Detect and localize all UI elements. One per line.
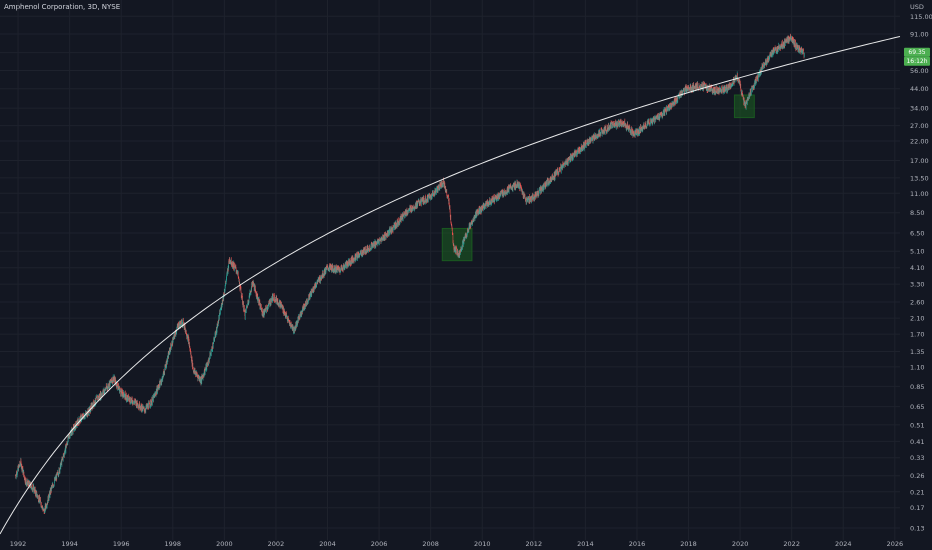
y-tick-label: 5.10 <box>910 248 924 256</box>
y-tick-label: 0.17 <box>910 504 924 512</box>
trend-curve <box>0 35 901 535</box>
y-tick-label: 8.50 <box>910 209 924 217</box>
grid <box>0 0 900 540</box>
y-tick-label: 0.65 <box>910 403 924 411</box>
y-tick-label: 3.30 <box>910 281 924 289</box>
y-tick-label: 4.10 <box>910 264 924 272</box>
y-tick-label: 0.51 <box>910 421 924 429</box>
x-tick-label: 2020 <box>732 540 749 548</box>
price-tags: 69.35 16:12h <box>904 47 930 66</box>
x-tick-label: 2014 <box>577 540 594 548</box>
x-tick-label: 2012 <box>526 540 543 548</box>
y-tick-label: 6.50 <box>910 229 924 237</box>
y-tick-label: 2.10 <box>910 315 924 323</box>
y-tick-label: 13.50 <box>910 174 929 182</box>
y-tick-label: 0.33 <box>910 454 924 462</box>
x-tick-label: 2010 <box>474 540 491 548</box>
y-tick-label: 0.41 <box>910 438 924 446</box>
x-tick-label: 2004 <box>319 540 336 548</box>
x-tick-label: 1992 <box>10 540 27 548</box>
time-axis[interactable]: 1992 1994 1996 1998 2000 2002 2004 2006 2008 2010… <box>10 540 903 548</box>
y-tick-label: 17.00 <box>910 157 929 165</box>
price-tag-label: 16:12h <box>906 58 927 65</box>
y-tick-label: 0.13 <box>910 524 924 532</box>
y-tick-label: 34.00 <box>910 105 929 113</box>
y-tick-label: 2.60 <box>910 299 924 307</box>
y-tick-label: 27.00 <box>910 122 929 130</box>
x-tick-label: 2008 <box>422 540 439 548</box>
x-tick-label: 2000 <box>216 540 233 548</box>
x-tick-label: 2016 <box>629 540 646 548</box>
x-tick-label: 1998 <box>165 540 182 548</box>
y-tick-label: 1.35 <box>910 348 924 356</box>
y-tick-label: 115.00 <box>910 13 932 21</box>
trend-line <box>0 35 901 535</box>
y-tick-label: 1.70 <box>910 331 924 339</box>
x-tick-label: 2022 <box>783 540 800 548</box>
price-tag-label: 69.35 <box>908 49 925 56</box>
y-tick-label: 11.00 <box>910 190 929 198</box>
x-tick-label: 2006 <box>371 540 388 548</box>
y-tick-label: 1.10 <box>910 363 924 371</box>
price-axis[interactable]: USD115.0091.0071.0056.0044.0034.0027.002… <box>910 3 932 532</box>
y-tick-label: 91.00 <box>910 30 929 38</box>
y-tick-label: 22.00 <box>910 138 929 146</box>
price-candles <box>15 33 805 515</box>
chart-title: Amphenol Corporation, 3D, NYSE <box>4 3 121 11</box>
y-tick-label: 56.00 <box>910 67 929 75</box>
y-tick-label: 44.00 <box>910 85 929 93</box>
price-tag-bg <box>904 47 930 57</box>
x-tick-label: 2002 <box>268 540 285 548</box>
x-tick-label: 1996 <box>113 540 130 548</box>
x-tick-label: 2018 <box>680 540 697 548</box>
y-tick-label: 0.21 <box>910 488 924 496</box>
x-tick-label: 1994 <box>61 540 78 548</box>
unit-label: USD <box>910 3 924 11</box>
y-tick-label: 0.85 <box>910 383 924 391</box>
x-tick-label: 2026 <box>887 540 904 548</box>
price-tag-bg <box>904 56 930 66</box>
highlight-box <box>733 94 755 119</box>
y-tick-label: 0.26 <box>910 472 924 480</box>
x-tick-label: 2024 <box>835 540 852 548</box>
